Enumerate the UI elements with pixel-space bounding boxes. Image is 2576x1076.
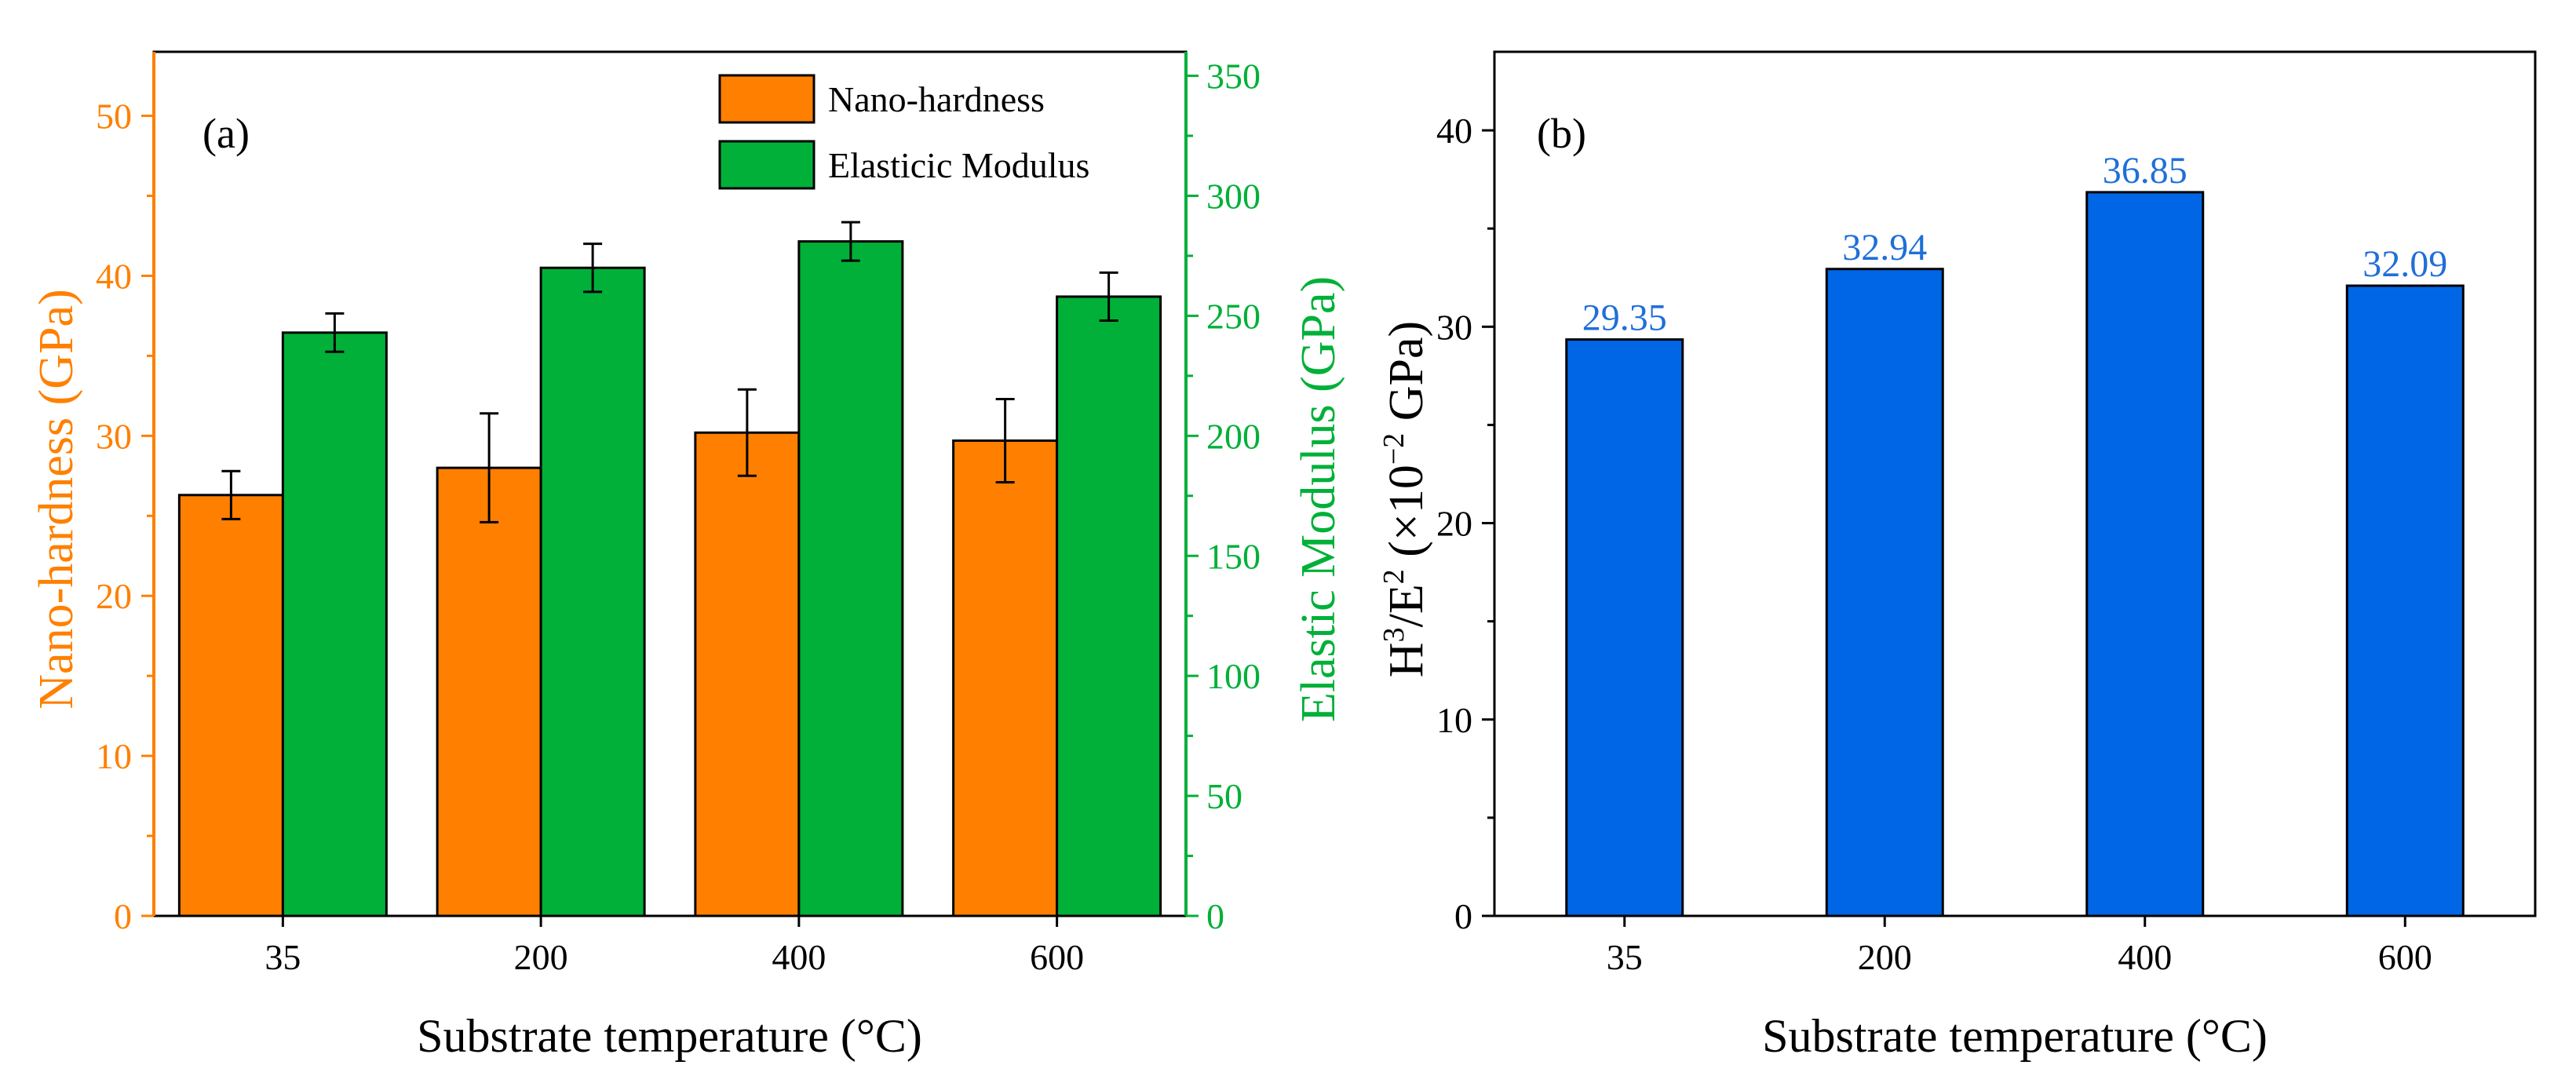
ylabel-units-open: (×10 [1380,465,1433,569]
panel-b-x-tick-label-400: 400 [2118,937,2172,977]
panel-b-frame [1493,50,2537,917]
bar-modulus-35 [281,331,388,917]
panel-b-y-tick-label-10: 10 [1436,700,1472,740]
panel-a-axes: 35 200 400 600 0 10 20 30 40 50 0 50 100 150 200 250 300… [96,52,1261,977]
panel-a-y2-tick-label-200: 200 [1206,416,1261,456]
panel-a-y-tick-label-0: 0 [114,896,132,936]
panel-a-y2-tick-label-0: 0 [1206,896,1224,936]
panel-a-x-axis-label: Substrate temperature (°C) [417,1010,922,1062]
panel-a-y2-tick-label-150: 150 [1206,536,1261,576]
panel-a-y-tick-label-10: 10 [96,736,132,776]
panel-b: 29.35 32.94 36.85 32.09 35 200 400 600 0 10 20 30 4… [1377,50,2537,1062]
panel-b-y-axis-label: H3/E2 (×10−2 GPa) [1377,321,1433,677]
bar-ratio-400 [2085,191,2205,917]
ylabel-units-exp: −2 [1377,433,1410,465]
panel-a-y2-tick-label-50: 50 [1206,776,1242,816]
data-label-ratio-200: 32.94 [1842,227,1927,268]
panel-a-y-tick-label-30: 30 [96,416,132,456]
panel-a-y-axis-label: Nano-hardness (GPa) [30,289,83,709]
panel-a-bars [177,221,1162,917]
panel-a: 35 200 400 600 0 10 20 30 40 50 0 50 100 150 200 250 300… [30,50,1345,1062]
bar-hardness-400 [694,431,801,917]
panel-a-y2-axis-label: Elastic Modulus (GPa) [1292,276,1345,722]
bar-ratio-200 [1825,268,1944,917]
legend-label-hardness: Nano-hardness [828,79,1045,119]
panel-a-x-tick-label-200: 200 [514,937,568,977]
panel-a-x-tick-label-400: 400 [772,937,826,977]
data-label-ratio-400: 36.85 [2103,150,2187,191]
panel-a-legend: Nano-hardness Elasticic Modulus [718,74,1089,190]
ylabel-units-close: GPa) [1380,321,1433,433]
panel-a-y2-tick-label-100: 100 [1206,656,1261,696]
ylabel-h: H [1380,642,1433,677]
ylabel-slash-e: /E [1380,584,1433,627]
panel-b-y-tick-label-0: 0 [1454,896,1472,936]
legend-swatch-hardness [718,74,815,124]
bar-modulus-600 [1056,295,1162,917]
panel-b-label: (b) [1537,110,1586,157]
panel-b-y-tick-label-30: 30 [1436,307,1472,347]
panel-a-y2-tick-label-350: 350 [1206,57,1261,97]
panel-b-y-tick-label-40: 40 [1436,111,1472,151]
panel-b-x-tick-label-600: 600 [2378,937,2432,977]
panel-a-label: (a) [203,110,250,157]
data-label-ratio-600: 32.09 [2363,243,2447,285]
bar-hardness-200 [436,466,542,917]
bar-ratio-600 [2345,284,2465,917]
ylabel-h-exp: 3 [1377,627,1410,642]
data-label-ratio-35: 29.35 [1582,297,1667,339]
panel-b-x-axis-label: Substrate temperature (°C) [1762,1010,2268,1062]
panel-a-x-tick-label-600: 600 [1030,937,1084,977]
panel-a-x-tick-label-35: 35 [265,937,301,977]
panel-a-y-tick-label-50: 50 [96,97,132,137]
panel-a-y2-tick-label-300: 300 [1206,177,1261,217]
bar-modulus-200 [539,266,646,917]
panel-b-x-tick-label-35: 35 [1607,937,1643,977]
panel-b-y-tick-label-20: 20 [1436,504,1472,544]
panel-b-x-tick-label-200: 200 [1858,937,1912,977]
panel-a-y-tick-label-40: 40 [96,256,132,296]
panel-b-bars: 29.35 32.94 36.85 32.09 [1565,150,2465,917]
legend-swatch-modulus [718,140,815,190]
bar-ratio-35 [1565,338,1684,917]
bar-hardness-35 [177,494,284,917]
panel-a-y-tick-label-20: 20 [96,576,132,616]
ylabel-e-exp: 2 [1377,569,1410,584]
legend-label-modulus: Elasticic Modulus [828,145,1089,185]
panel-b-axes: 35 200 400 600 0 10 20 30 40 [1436,111,2432,977]
bar-hardness-600 [952,439,1059,917]
bar-modulus-400 [797,240,904,917]
panel-a-y2-tick-label-250: 250 [1206,296,1261,336]
